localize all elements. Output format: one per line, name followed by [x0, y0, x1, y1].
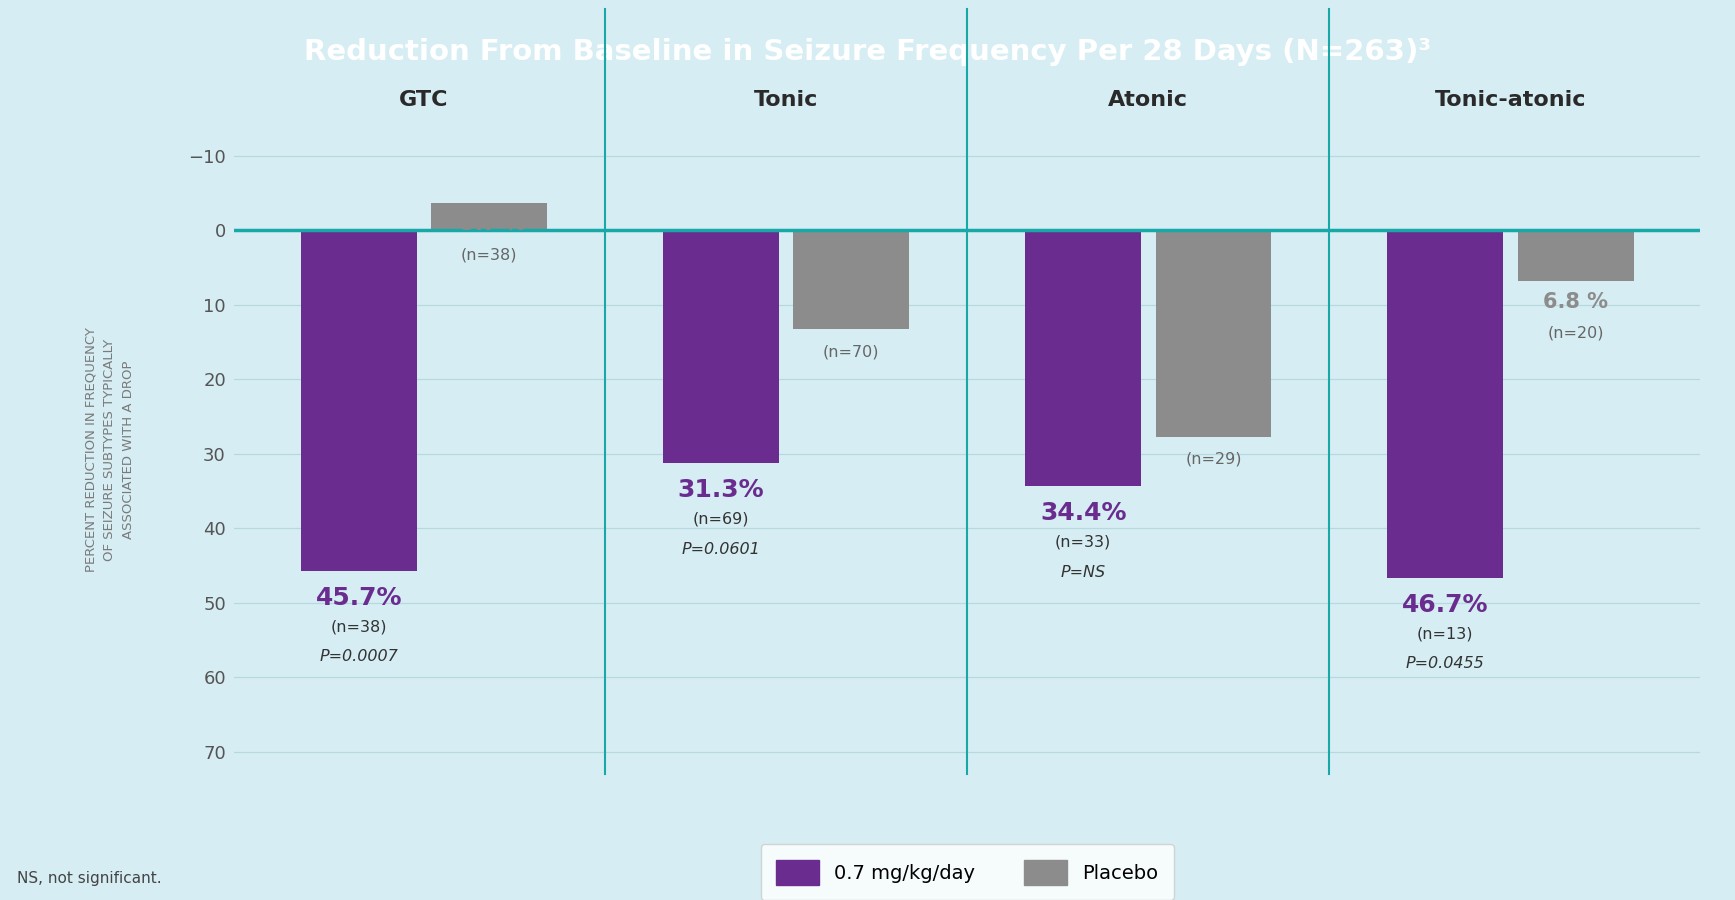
Text: 46.7%: 46.7%: [1402, 593, 1489, 617]
Text: Tonic-atonic: Tonic-atonic: [1435, 90, 1586, 110]
Legend: 0.7 mg/kg/day, Placebo: 0.7 mg/kg/day, Placebo: [760, 844, 1175, 900]
Bar: [432, 202, 547, 230]
Text: (n=70): (n=70): [822, 344, 880, 359]
Text: NS, not significant.: NS, not significant.: [17, 871, 161, 886]
Text: (n=33): (n=33): [1055, 535, 1112, 550]
Bar: [300, 230, 416, 571]
Bar: [793, 230, 909, 329]
Text: 13.3 %: 13.3 %: [812, 294, 892, 314]
Text: P=NS: P=NS: [1060, 564, 1105, 580]
Text: 34.4%: 34.4%: [1039, 501, 1126, 526]
Text: 27.7 %: 27.7 %: [1175, 401, 1253, 422]
Text: P=0.0007: P=0.0007: [319, 649, 399, 664]
Text: Reduction From Baseline in Seizure Frequency Per 28 Days (N=263)³: Reduction From Baseline in Seizure Frequ…: [304, 38, 1431, 66]
Text: (n=69): (n=69): [692, 512, 750, 526]
Text: (n=20): (n=20): [1548, 326, 1603, 340]
Bar: [1388, 230, 1503, 578]
Text: P=0.0601: P=0.0601: [682, 542, 760, 556]
Text: (n=38): (n=38): [331, 619, 387, 634]
Text: P=0.0455: P=0.0455: [1405, 656, 1485, 671]
Text: Atonic: Atonic: [1109, 90, 1188, 110]
Text: (n=38): (n=38): [462, 248, 517, 263]
Text: 31.3%: 31.3%: [678, 478, 765, 502]
Bar: [663, 230, 779, 464]
Text: (n=29): (n=29): [1185, 452, 1242, 466]
Text: PERCENT REDUCTION IN FREQUENCY
OF SEIZURE SUBTYPES TYPICALLY
ASSOCIATED WITH A D: PERCENT REDUCTION IN FREQUENCY OF SEIZUR…: [83, 328, 135, 572]
Text: 6.8 %: 6.8 %: [1542, 292, 1608, 312]
Bar: [1025, 230, 1142, 487]
Text: 45.7%: 45.7%: [316, 586, 403, 609]
Bar: [1518, 230, 1634, 281]
Text: GTC: GTC: [399, 90, 449, 110]
Bar: [1156, 230, 1272, 436]
Text: (n=13): (n=13): [1417, 626, 1473, 642]
Text: -3.7 %: -3.7 %: [453, 214, 526, 234]
Text: Tonic: Tonic: [755, 90, 819, 110]
